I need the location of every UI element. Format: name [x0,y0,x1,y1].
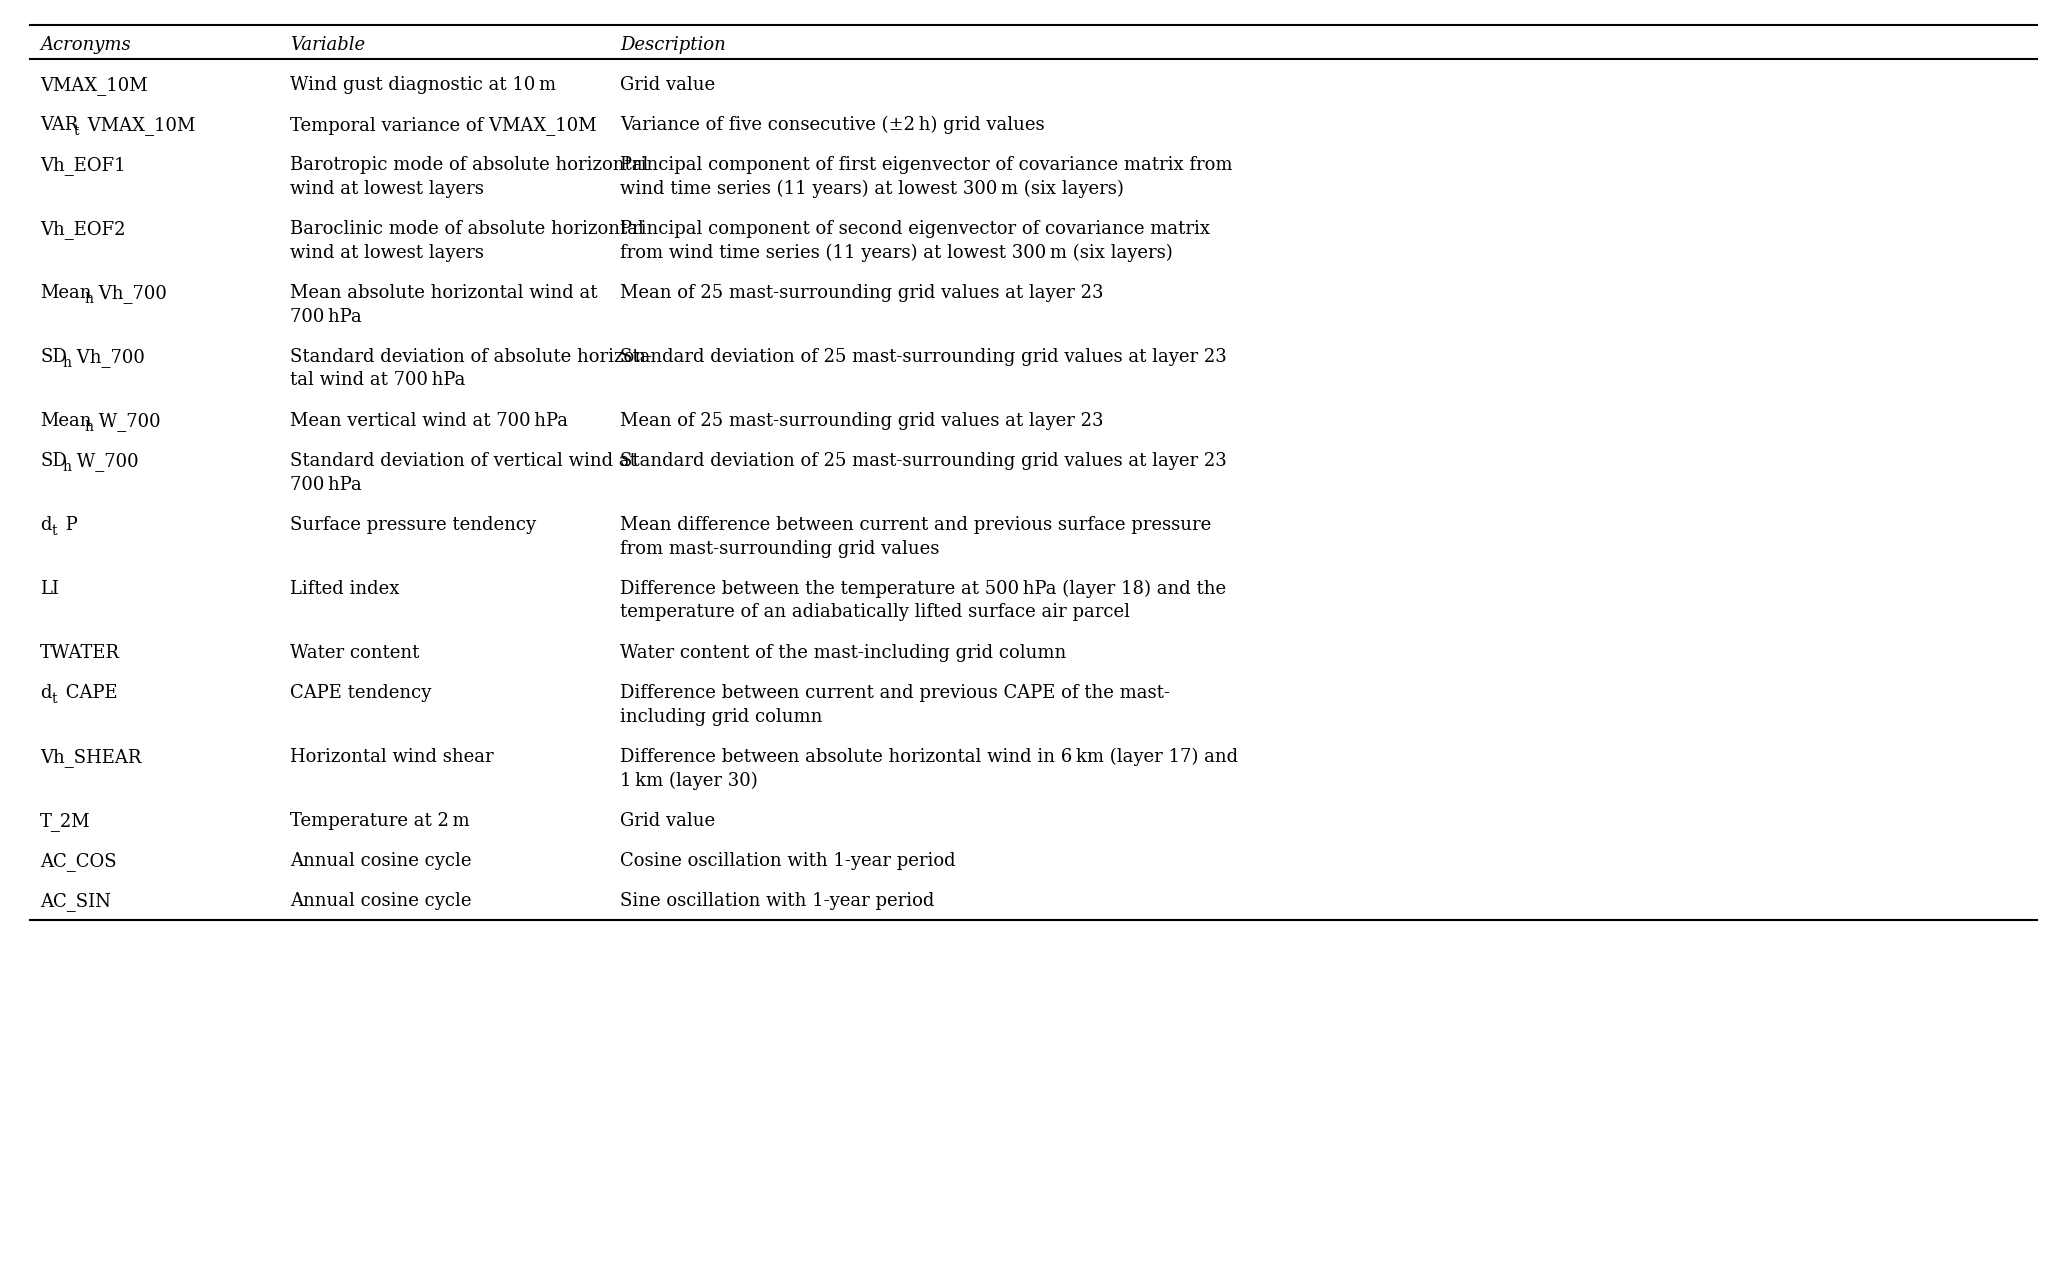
Text: LI: LI [39,580,58,598]
Text: h: h [85,292,93,306]
Text: AC_SIN: AC_SIN [39,893,112,912]
Text: P: P [60,516,79,533]
Text: Vh_SHEAR: Vh_SHEAR [39,748,141,767]
Text: SD: SD [39,452,66,470]
Text: Standard deviation of absolute horizon-: Standard deviation of absolute horizon- [289,348,651,366]
Text: VAR: VAR [39,116,79,133]
Text: SD: SD [39,348,66,366]
Text: wind time series (11 years) at lowest 300 m (six layers): wind time series (11 years) at lowest 30… [620,180,1124,198]
Text: Surface pressure tendency: Surface pressure tendency [289,516,535,533]
Text: tal wind at 700 hPa: tal wind at 700 hPa [289,371,465,390]
Text: Mean: Mean [39,411,91,429]
Text: Vh_700: Vh_700 [93,284,167,304]
Text: Mean vertical wind at 700 hPa: Mean vertical wind at 700 hPa [289,411,568,429]
Text: t: t [52,692,56,706]
Text: Baroclinic mode of absolute horizontal: Baroclinic mode of absolute horizontal [289,220,645,237]
Text: Temperature at 2 m: Temperature at 2 m [289,812,469,829]
Text: T_2M: T_2M [39,812,91,831]
Text: h: h [62,460,72,474]
Text: Water content of the mast-including grid column: Water content of the mast-including grid… [620,644,1067,662]
Text: VMAX_10M: VMAX_10M [83,116,196,135]
Text: Grid value: Grid value [620,812,715,829]
Text: VMAX_10M: VMAX_10M [39,76,147,94]
Text: h: h [85,420,93,434]
Text: Standard deviation of vertical wind at: Standard deviation of vertical wind at [289,452,637,470]
Text: 700 hPa: 700 hPa [289,476,362,494]
Text: Annual cosine cycle: Annual cosine cycle [289,893,471,911]
Text: Mean: Mean [39,284,91,302]
Text: Difference between the temperature at 500 hPa (layer 18) and the: Difference between the temperature at 50… [620,580,1226,598]
Text: Temporal variance of VMAX_10M: Temporal variance of VMAX_10M [289,116,597,135]
Text: d: d [39,516,52,533]
Text: h: h [62,356,72,370]
Text: Standard deviation of 25 mast-surrounding grid values at layer 23: Standard deviation of 25 mast-surroundin… [620,452,1226,470]
Text: Annual cosine cycle: Annual cosine cycle [289,852,471,870]
Text: Mean absolute horizontal wind at: Mean absolute horizontal wind at [289,284,597,302]
Text: W_700: W_700 [70,452,138,471]
Text: Difference between current and previous CAPE of the mast-: Difference between current and previous … [620,685,1170,702]
Text: Vh_700: Vh_700 [70,348,145,367]
Text: Principal component of second eigenvector of covariance matrix: Principal component of second eigenvecto… [620,220,1209,237]
Text: Wind gust diagnostic at 10 m: Wind gust diagnostic at 10 m [289,76,556,94]
Text: t: t [74,124,79,138]
Text: Mean of 25 mast-surrounding grid values at layer 23: Mean of 25 mast-surrounding grid values … [620,284,1104,302]
Text: Variable: Variable [289,36,366,53]
Text: Acronyms: Acronyms [39,36,130,53]
Text: Sine oscillation with 1-year period: Sine oscillation with 1-year period [620,893,934,911]
Text: Vh_EOF2: Vh_EOF2 [39,220,126,239]
Text: 1 km (layer 30): 1 km (layer 30) [620,771,759,790]
Text: W_700: W_700 [93,411,161,431]
Text: Cosine oscillation with 1-year period: Cosine oscillation with 1-year period [620,852,955,870]
Text: from mast-surrounding grid values: from mast-surrounding grid values [620,540,938,558]
Text: Lifted index: Lifted index [289,580,399,598]
Text: TWATER: TWATER [39,644,120,662]
Text: Difference between absolute horizontal wind in 6 km (layer 17) and: Difference between absolute horizontal w… [620,748,1238,766]
Text: Horizontal wind shear: Horizontal wind shear [289,748,494,766]
Text: d: d [39,685,52,702]
Text: wind at lowest layers: wind at lowest layers [289,180,484,198]
Text: Vh_EOF1: Vh_EOF1 [39,156,126,175]
Text: Variance of five consecutive (±2 h) grid values: Variance of five consecutive (±2 h) grid… [620,116,1044,135]
Text: 700 hPa: 700 hPa [289,307,362,325]
Text: Grid value: Grid value [620,76,715,94]
Text: temperature of an adiabatically lifted surface air parcel: temperature of an adiabatically lifted s… [620,603,1131,621]
Text: from wind time series (11 years) at lowest 300 m (six layers): from wind time series (11 years) at lowe… [620,244,1172,262]
Text: Water content: Water content [289,644,420,662]
Text: Barotropic mode of absolute horizontal: Barotropic mode of absolute horizontal [289,156,649,174]
Text: AC_COS: AC_COS [39,852,116,871]
Text: CAPE tendency: CAPE tendency [289,685,432,702]
Text: Standard deviation of 25 mast-surrounding grid values at layer 23: Standard deviation of 25 mast-surroundin… [620,348,1226,366]
Text: CAPE: CAPE [60,685,118,702]
Text: Mean of 25 mast-surrounding grid values at layer 23: Mean of 25 mast-surrounding grid values … [620,411,1104,429]
Text: including grid column: including grid column [620,707,823,725]
Text: Description: Description [620,36,726,53]
Text: Principal component of first eigenvector of covariance matrix from: Principal component of first eigenvector… [620,156,1232,174]
Text: wind at lowest layers: wind at lowest layers [289,244,484,262]
Text: t: t [52,525,56,538]
Text: Mean difference between current and previous surface pressure: Mean difference between current and prev… [620,516,1211,533]
